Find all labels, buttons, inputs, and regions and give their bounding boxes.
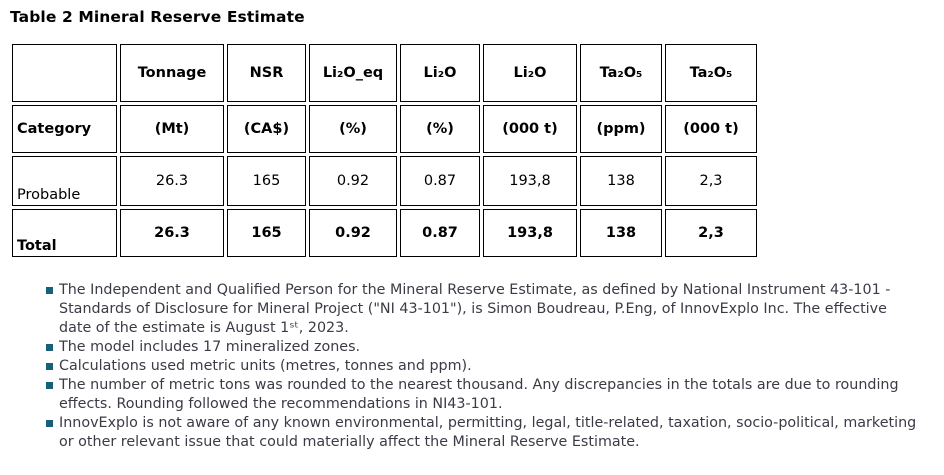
col-header-nsr: NSR [227, 44, 306, 102]
col-header-li2o-eq: Li₂O_eq [309, 44, 397, 102]
col-header-li2o-pct: Li₂O [400, 44, 480, 102]
cell-total-nsr: 165 [227, 209, 306, 257]
bullet-square-icon [46, 382, 53, 389]
unit-header-000t-li: (000 t) [483, 105, 577, 153]
cell-probable-ta2o5-kt: 2,3 [665, 156, 757, 206]
note-text: InnovExplo is not aware of any known env… [59, 415, 917, 450]
cell-probable-li2o-eq: 0.92 [309, 156, 397, 206]
col-header-li2o-kt: Li₂O [483, 44, 577, 102]
cell-total-ta2o5-ppm: 138 [580, 209, 662, 257]
note-item: The number of metric tons was rounded to… [46, 376, 922, 414]
unit-header-category: Category [12, 105, 117, 153]
unit-header-ppm: (ppm) [580, 105, 662, 153]
mineral-reserve-table: Tonnage NSR Li₂O_eq Li₂O Li₂O Ta₂O₅ Ta₂O… [9, 41, 760, 260]
bullet-square-icon [46, 344, 53, 351]
cell-total-li2o-eq: 0.92 [309, 209, 397, 257]
row-label-total: Total [12, 209, 117, 257]
page-title: Table 2 Mineral Reserve Estimate [10, 8, 305, 26]
bullet-square-icon [46, 287, 53, 294]
unit-header-cad: (CA$) [227, 105, 306, 153]
note-item: InnovExplo is not aware of any known env… [46, 414, 922, 452]
table-row-probable: Probable 26.3 165 0.92 0.87 193,8 138 2,… [12, 156, 757, 206]
table-row-total: Total 26.3 165 0.92 0.87 193,8 138 2,3 [12, 209, 757, 257]
note-item: The model includes 17 mineralized zones. [46, 338, 922, 357]
note-item: Calculations used metric units (metres, … [46, 357, 922, 376]
row-label-probable: Probable [12, 156, 117, 206]
bullet-square-icon [46, 420, 53, 427]
header-row-compounds: Tonnage NSR Li₂O_eq Li₂O Li₂O Ta₂O₅ Ta₂O… [12, 44, 757, 102]
header-row-units: Category (Mt) (CA$) (%) (%) (000 t) (ppm… [12, 105, 757, 153]
cell-total-ta2o5-kt: 2,3 [665, 209, 757, 257]
cell-probable-li2o-kt: 193,8 [483, 156, 577, 206]
unit-header-000t-ta: (000 t) [665, 105, 757, 153]
col-header-empty [12, 44, 117, 102]
unit-header-pct: (%) [400, 105, 480, 153]
note-text: The model includes 17 mineralized zones. [59, 339, 361, 355]
cell-total-tonnage: 26.3 [120, 209, 224, 257]
col-header-ta2o5-ppm: Ta₂O₅ [580, 44, 662, 102]
note-text: The Independent and Qualified Person for… [59, 282, 891, 336]
footnotes-list: The Independent and Qualified Person for… [10, 281, 922, 452]
bullet-square-icon [46, 363, 53, 370]
cell-probable-ta2o5-ppm: 138 [580, 156, 662, 206]
note-text: The number of metric tons was rounded to… [59, 377, 899, 412]
cell-probable-nsr: 165 [227, 156, 306, 206]
cell-probable-li2o-pct: 0.87 [400, 156, 480, 206]
unit-header-pct-eq: (%) [309, 105, 397, 153]
cell-probable-tonnage: 26.3 [120, 156, 224, 206]
note-text: Calculations used metric units (metres, … [59, 358, 472, 374]
note-item: The Independent and Qualified Person for… [46, 281, 922, 338]
col-header-ta2o5-kt: Ta₂O₅ [665, 44, 757, 102]
unit-header-mt: (Mt) [120, 105, 224, 153]
cell-total-li2o-kt: 193,8 [483, 209, 577, 257]
cell-total-li2o-pct: 0.87 [400, 209, 480, 257]
col-header-tonnage: Tonnage [120, 44, 224, 102]
